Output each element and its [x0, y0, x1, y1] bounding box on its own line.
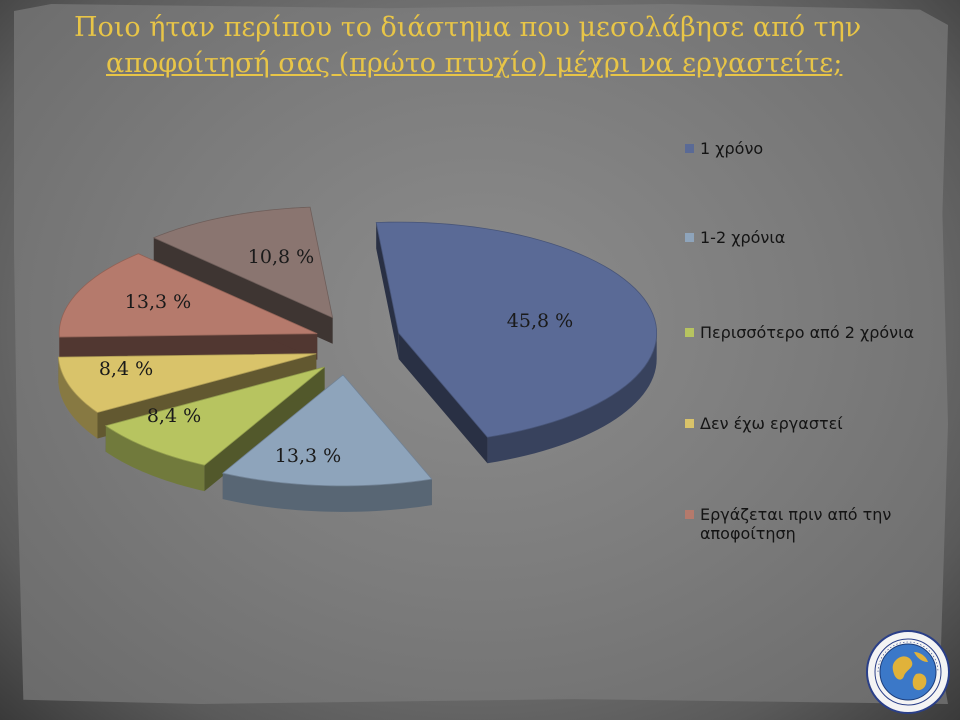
pie-data-labels: 45,8 % 13,3 % 8,4 % 8,4 % 13,3 % 10,8 %: [99, 246, 573, 467]
pie-slice-rim: [222, 473, 432, 512]
legend-item-4: Δεν έχω εργαστεί: [685, 414, 843, 433]
legend-swatch: [685, 144, 694, 153]
pie-slice-rim: [105, 425, 205, 492]
pie-slice-wall: [398, 333, 488, 464]
pie-slice-top: [104, 366, 325, 466]
legend-swatch: [685, 328, 694, 337]
legend-swatch: [685, 510, 694, 519]
legend-label: Εργάζεται πριν από την: [700, 505, 891, 524]
legend-label: Δεν έχω εργαστεί: [700, 414, 843, 433]
pie-slice-top: [58, 253, 318, 338]
pie-slice-top: [375, 221, 658, 438]
pie-data-label-1: 45,8 %: [507, 310, 573, 332]
legend-label: 1-2 χρόνια: [700, 228, 785, 247]
pie-slice-rim: [58, 357, 98, 439]
slide-title-line1: Ποιο ήταν περίπου το διάστημα που μεσολά…: [74, 12, 862, 43]
slide-title-line2: αποφοίτησή σας (πρώτο πτυχίο) μέχρι να ε…: [106, 48, 843, 79]
legend-label: Περισσότερο από 2 χρόνια: [700, 323, 914, 342]
pie-slice-top: [152, 206, 334, 319]
slide-title: Ποιο ήταν περίπου το διάστημα που μεσολά…: [74, 10, 934, 82]
globe-seal-icon: [866, 630, 950, 714]
legend-swatch: [685, 233, 694, 242]
pie-data-label-6: 10,8 %: [248, 246, 314, 268]
pie-slice-top: [57, 353, 317, 413]
legend-item-3: Περισσότερο από 2 χρόνια: [685, 323, 914, 342]
legend-label: αποφοίτηση: [700, 524, 796, 543]
legend-item-1: 1 χρόνο: [685, 139, 763, 158]
pie-slices: [57, 206, 658, 512]
pie-data-label-2: 13,3 %: [275, 445, 341, 467]
pie-data-label-5: 13,3 %: [125, 291, 191, 313]
pie-slice-2: [221, 374, 433, 512]
legend-swatch: [685, 419, 694, 428]
pie-slice-top: [221, 374, 433, 487]
pie-slice-rim: [487, 333, 657, 464]
legend-label: 1 χρόνο: [700, 139, 763, 158]
pie-data-label-4: 8,4 %: [99, 358, 153, 380]
chart-legend: 1 χρόνο 1-2 χρόνια Περισσότερο από 2 χρόνι…: [685, 139, 914, 543]
pie-slice-wall: [376, 222, 399, 360]
legend-item-2: 1-2 χρόνια: [685, 228, 785, 247]
pie-slice-3: [104, 366, 325, 492]
pie-slice-1: [375, 221, 658, 464]
pie-data-label-3: 8,4 %: [147, 405, 201, 427]
pie-slice-6: [152, 206, 334, 344]
pie-slice-4: [57, 353, 317, 439]
pie-slice-wall: [153, 237, 333, 344]
